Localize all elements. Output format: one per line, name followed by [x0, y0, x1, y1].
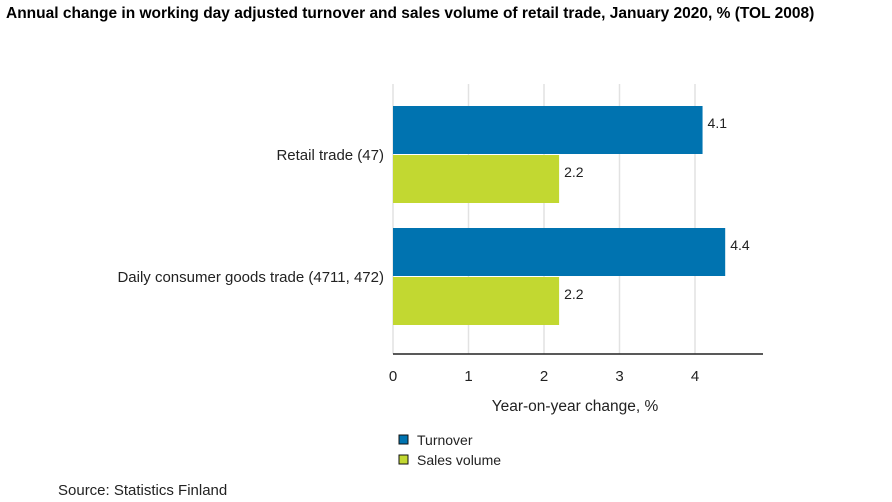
legend-swatch-turnover — [398, 434, 409, 445]
x-tick-label: 4 — [691, 368, 699, 385]
x-axis-title: Year-on-year change, % — [492, 398, 659, 415]
source-note: Source: Statistics Finland — [58, 482, 228, 499]
category-label: Daily consumer goods trade (4711, 472) — [117, 269, 384, 286]
x-tick-label: 1 — [464, 368, 472, 385]
bar-turnover — [393, 228, 726, 276]
bar-sales-volume — [393, 277, 560, 325]
bar-turnover — [393, 106, 703, 154]
chart-title: Annual change in working day adjusted tu… — [6, 5, 815, 22]
x-tick-label: 3 — [615, 368, 623, 385]
data-label: 4.1 — [708, 115, 728, 131]
data-label: 2.2 — [564, 164, 584, 180]
data-label: 4.4 — [730, 237, 750, 253]
legend-label: Sales volume — [417, 452, 501, 468]
bar-sales-volume — [393, 155, 560, 203]
legend-swatch-sales-volume — [398, 454, 409, 465]
legend-label: Turnover — [417, 432, 473, 448]
x-tick-label: 0 — [389, 368, 397, 385]
x-tick-label: 2 — [540, 368, 548, 385]
data-label: 2.2 — [564, 286, 584, 302]
category-label: Retail trade (47) — [276, 147, 384, 164]
